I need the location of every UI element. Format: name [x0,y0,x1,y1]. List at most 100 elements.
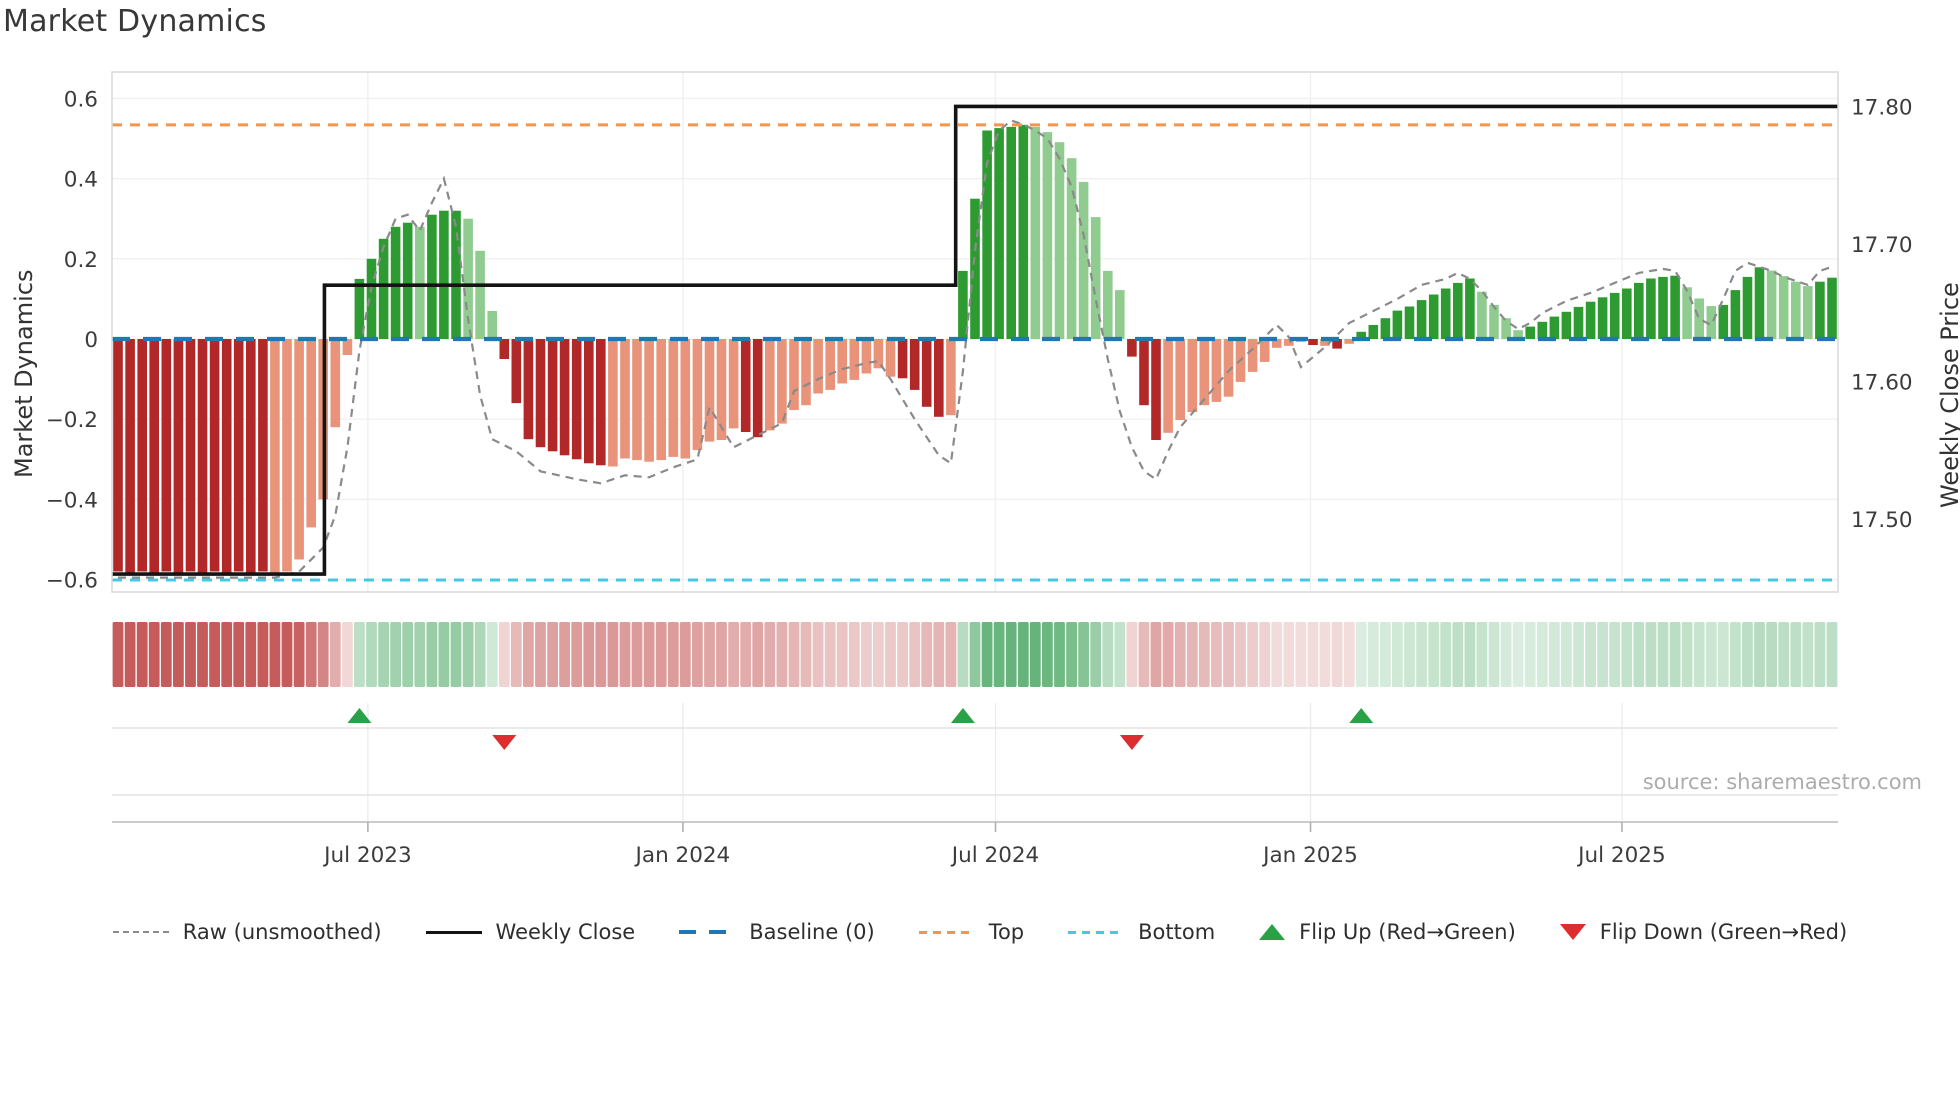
oscillator-bar [1127,339,1137,357]
heatmap-cell [1343,622,1355,687]
heatmap-cell [1162,622,1174,687]
heatmap-cell [1174,622,1186,687]
heatmap-cell [1633,622,1645,687]
heatmap-cell [1102,622,1114,687]
right-y-tick-label: 17.50 [1851,508,1913,533]
heatmap-cell [402,622,414,687]
oscillator-bar [1090,217,1101,339]
heatmap-cell [716,622,727,687]
heatmap-cell [571,622,583,687]
heatmap-cell [1150,622,1162,687]
orange-dashed-line-icon [918,930,975,934]
oscillator-bar [1465,278,1475,339]
heatmap-cell [921,622,933,687]
heatmap-cell [861,622,872,687]
oscillator-bar [813,339,823,394]
oscillator-bar [282,339,292,572]
oscillator-bar [644,339,654,462]
heatmap-cell [1198,622,1210,687]
right-y-tick-label: 17.70 [1851,233,1913,258]
oscillator-bar [1634,282,1644,339]
oscillator-bar [366,258,377,339]
heatmap-cell [1585,622,1596,687]
heatmap-cell [1802,622,1814,687]
oscillator-bar [1646,278,1656,339]
heatmap-cell [173,622,184,687]
heatmap-cell [498,622,510,687]
legend-item-raw: Raw (unsmoothed) [112,920,382,944]
oscillator-bar [1803,286,1813,339]
heatmap-cell [1029,622,1041,687]
heatmap-cell [945,622,957,687]
heatmap-cell [233,622,245,687]
oscillator-bar [1066,158,1077,339]
oscillator-bar [608,339,618,467]
heatmap-cell [1078,622,1089,687]
oscillator-bar [668,339,679,457]
heatmap-cell [1247,622,1258,687]
oscillator-bar [1356,331,1366,339]
heatmap-cell [667,622,679,687]
oscillator-bar [1416,300,1427,339]
heatmap-cell [981,622,993,687]
oscillator-bar [716,339,727,440]
oscillator-bar [958,270,968,340]
green-up-triangle-icon [1259,924,1286,940]
oscillator-bar [1259,339,1270,362]
oscillator-bar [1525,326,1535,339]
solid-line-icon [425,930,482,934]
heatmap-cell [704,622,715,687]
heatmap-cell [1440,622,1452,687]
heatmap-cell [728,622,739,687]
flip-down-marker [1119,735,1144,750]
heatmap-cell [462,622,474,687]
heatmap-cell [450,622,462,687]
heatmap-cell [1416,622,1427,687]
oscillator-bar [1320,339,1330,346]
heatmap-cell [1669,622,1681,687]
heatmap-cell [1645,622,1657,687]
oscillator-bar [1489,304,1499,339]
heatmap-cell [1271,622,1283,687]
heatmap-cell [812,622,824,687]
heatmap-cell [969,622,981,687]
heatmap-cell [1778,622,1790,687]
oscillator-bar [1477,291,1487,339]
legend-label: Raw (unsmoothed) [182,920,382,944]
heatmap-cell [1428,622,1440,687]
oscillator-bar [909,339,920,390]
oscillator-bar [330,339,341,428]
oscillator-bar [487,311,497,340]
heatmap-cell [1476,622,1488,687]
heatmap-cell [848,622,860,687]
heatmap-cell [390,622,401,687]
heatmap-cell [1355,622,1367,687]
heatmap-cell [1138,622,1150,687]
oscillator-bar [1103,270,1113,340]
oscillator-bar [1163,339,1173,433]
oscillator-bar [946,339,956,416]
heatmap-cell [547,622,558,687]
oscillator-bar [1585,301,1596,339]
heatmap-cell [1307,622,1319,687]
oscillator-bar [1778,276,1789,339]
heatmap-cell [1223,622,1234,687]
left-y-tick-label: −0.2 [46,408,98,433]
left-y-tick-label: 0.2 [64,248,98,273]
heatmap-cell [752,622,764,687]
oscillator-bar [1271,339,1282,348]
oscillator-bar [1609,292,1620,339]
oscillator-bar [970,198,980,339]
heatmap-cell [269,622,281,687]
oscillator-bar [1308,339,1318,345]
heatmap-cell [679,622,691,687]
heatmap-cell [281,622,293,687]
oscillator-bar [258,339,268,572]
heatmap-cell [788,622,800,687]
heatmap-cell [1500,622,1512,687]
legend-item-flip-up: Flip Up (Red→Green) [1259,920,1516,944]
oscillator-bar [185,339,196,572]
oscillator-bar [1404,306,1415,339]
oscillator-bar [1682,287,1692,339]
oscillator-bar [849,339,860,380]
